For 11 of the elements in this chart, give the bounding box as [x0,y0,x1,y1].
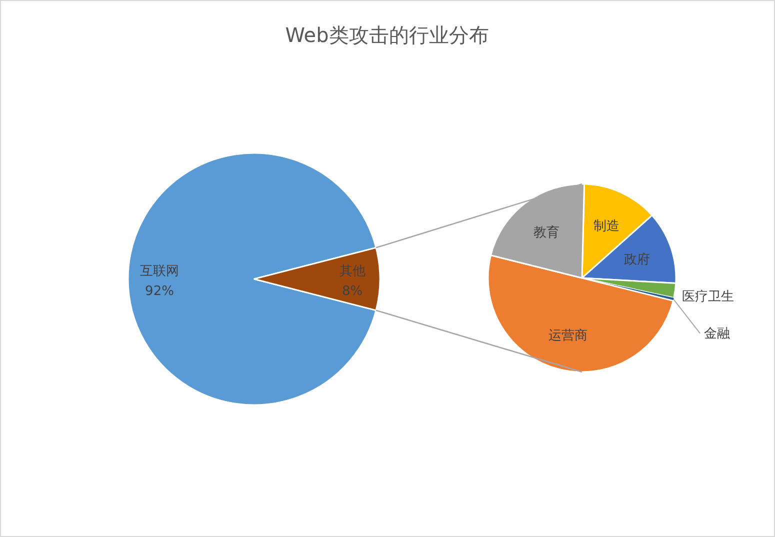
slice-label: 制造 [593,219,620,234]
slice-label: 其他 [339,264,366,279]
slice-label: 教育 [534,224,560,241]
slice-label: 政府 [624,252,650,268]
chart-title: Web类攻击的行业分布 [285,23,489,47]
slice-label: 金融 [704,326,730,342]
slice-label: 医疗卫生 [682,290,734,305]
slice-label: 运营商 [548,328,588,344]
slice-label: 互联网 [140,264,179,279]
data-label: 8% [342,284,363,299]
data-label: 92% [145,284,174,299]
